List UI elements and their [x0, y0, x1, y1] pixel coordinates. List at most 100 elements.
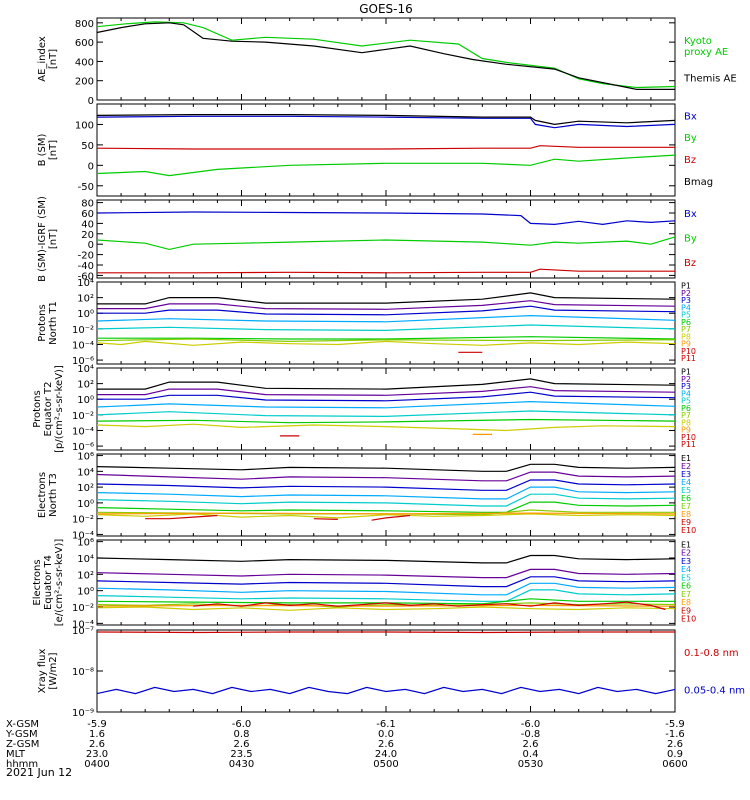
series-line-P2 [97, 386, 676, 396]
y-tick-label: 10⁻⁹ [72, 708, 94, 719]
y-axis-label: [nT] [48, 49, 59, 69]
legend-label: E1 [681, 540, 691, 549]
y-tick-label: 10⁴ [77, 278, 94, 289]
y-tick-label: 10⁻⁸ [72, 667, 94, 678]
legend-label: E8 [681, 598, 691, 607]
y-axis-label: Equator T4 [43, 555, 54, 610]
orbit-row-value: 23.0 [86, 749, 108, 760]
y-tick-label: -20 [78, 251, 94, 262]
orbit-row-value: 23.5 [230, 749, 252, 760]
legend-label: proxy AE [684, 47, 728, 58]
orbit-row-value: 2.6 [523, 739, 539, 750]
series-line-P6 [96, 418, 676, 424]
legend-label: E2 [681, 462, 691, 471]
panel-frame [96, 281, 676, 365]
legend-label: P6 [681, 404, 691, 413]
series-line-By [96, 236, 676, 251]
panel-xray: 10⁻⁹ 10⁻⁸ 10⁻⁷ Xray flux [W/m2] 0.1-0.8 nm 0.0… [37, 626, 745, 719]
orbit-row-value: -1.6 [665, 729, 685, 740]
y-tick-label: 10⁻⁷ [72, 626, 94, 637]
figure-title: GOES-16 [359, 2, 413, 16]
series-line-P5 [96, 410, 676, 418]
y-tick-label: -60 [78, 271, 94, 282]
y-tick-label: 10⁴ [77, 364, 94, 375]
series-line-P7 [96, 423, 676, 432]
panel-frame [96, 17, 676, 101]
series-line-E3 [96, 576, 676, 588]
orbit-row-value: -6.0 [521, 719, 541, 730]
legend-label: P2 [681, 375, 691, 384]
y-tick-label: 0 [88, 96, 94, 107]
orbit-row-value: -0.8 [521, 729, 541, 740]
orbit-row-value: 0600 [662, 759, 687, 770]
orbit-row-value: 2.6 [234, 739, 250, 750]
legend-label: 0.05-0.4 nm [684, 685, 745, 696]
legend-label: Bx [684, 209, 697, 220]
legend-label: P10 [681, 347, 696, 356]
y-axis-label: Protons [32, 390, 43, 427]
series-line-E2 [96, 568, 676, 579]
y-axis-label: Electrons [32, 559, 43, 605]
series-line-E8 [96, 606, 676, 611]
orbit-row-label: Z-GSM [6, 739, 39, 750]
series-line-E6 [96, 501, 676, 513]
legend-label: P1 [681, 282, 691, 291]
series-line-0.05-0.4 nm [96, 686, 676, 695]
series-line-E4 [96, 486, 676, 500]
date-label: 2021 Jun 12 [6, 766, 72, 779]
y-tick-label: 10⁰ [77, 499, 94, 510]
legend-label: By [684, 133, 697, 144]
series-line-P3 [97, 391, 676, 402]
y-tick-label: 10⁻⁶ [72, 442, 94, 453]
y-tick-label: 10⁰ [77, 395, 94, 406]
y-axis-label: [nT] [48, 140, 59, 160]
legend-label: P11 [681, 440, 696, 449]
legend-label: P2 [681, 289, 691, 298]
series-line-P4 [96, 314, 676, 323]
legend-label: E3 [681, 470, 691, 479]
series-line-E9 [96, 604, 676, 607]
legend-label: 0.1-0.8 nm [684, 648, 739, 659]
panel-pnorth: 10⁻⁶ 10⁻⁴ 10⁻² 10⁰ 10² 10⁴ Protons North T1 P1P2… [37, 278, 696, 367]
orbit-row-value: 2.6 [667, 739, 683, 750]
legend-label: P11 [681, 354, 696, 363]
series-line-E1 [96, 554, 676, 564]
legend-label: P5 [681, 397, 691, 406]
series-line-Bz [96, 145, 675, 150]
orbit-row-label: X-GSM [6, 719, 39, 730]
legend-label: P3 [681, 296, 691, 305]
legend-label: P1 [681, 368, 691, 377]
legend-label: Bz [684, 258, 696, 269]
legend-label: P7 [681, 411, 691, 420]
orbit-row-label: Y-GSM [5, 729, 38, 740]
orbit-row-value: 2.6 [378, 739, 394, 750]
orbit-row-label: hhmm [6, 759, 38, 770]
legend-label: E9 [681, 518, 691, 527]
orbit-row-value: -6.0 [232, 719, 252, 730]
series-line-E5 [96, 493, 676, 507]
series-line-E10 [145, 514, 218, 520]
y-axis-label: Equator T2 [43, 382, 54, 437]
legend-label: E5 [681, 486, 691, 495]
y-axis-label: AE_index [37, 36, 48, 82]
orbit-row-value: 1.6 [89, 729, 105, 740]
legend-label: By [684, 233, 697, 244]
y-tick-label: 10⁴ [77, 467, 94, 478]
y-axis-label: Protons [37, 304, 48, 341]
legend-label: E1 [681, 454, 691, 463]
y-axis-label: [p/(cm²-s-sr-keV)] [54, 365, 65, 453]
y-tick-label: 10⁻⁴ [72, 619, 94, 630]
y-axis-label: [W/m2] [48, 652, 59, 689]
y-tick-label: 10² [77, 294, 94, 305]
orbit-row-value: 2.6 [89, 739, 105, 750]
y-tick-label: 10⁻⁴ [72, 426, 94, 437]
series-line-Bmag [96, 113, 676, 126]
orbit-row-value: 0530 [518, 759, 543, 770]
y-tick-label: 0 [88, 240, 94, 251]
series-line-E2 [96, 471, 676, 482]
legend-label: P3 [681, 382, 691, 391]
y-tick-label: 10⁻⁴ [72, 340, 94, 351]
y-tick-label: 400 [75, 57, 94, 68]
y-axis-label: North T1 [48, 301, 59, 345]
